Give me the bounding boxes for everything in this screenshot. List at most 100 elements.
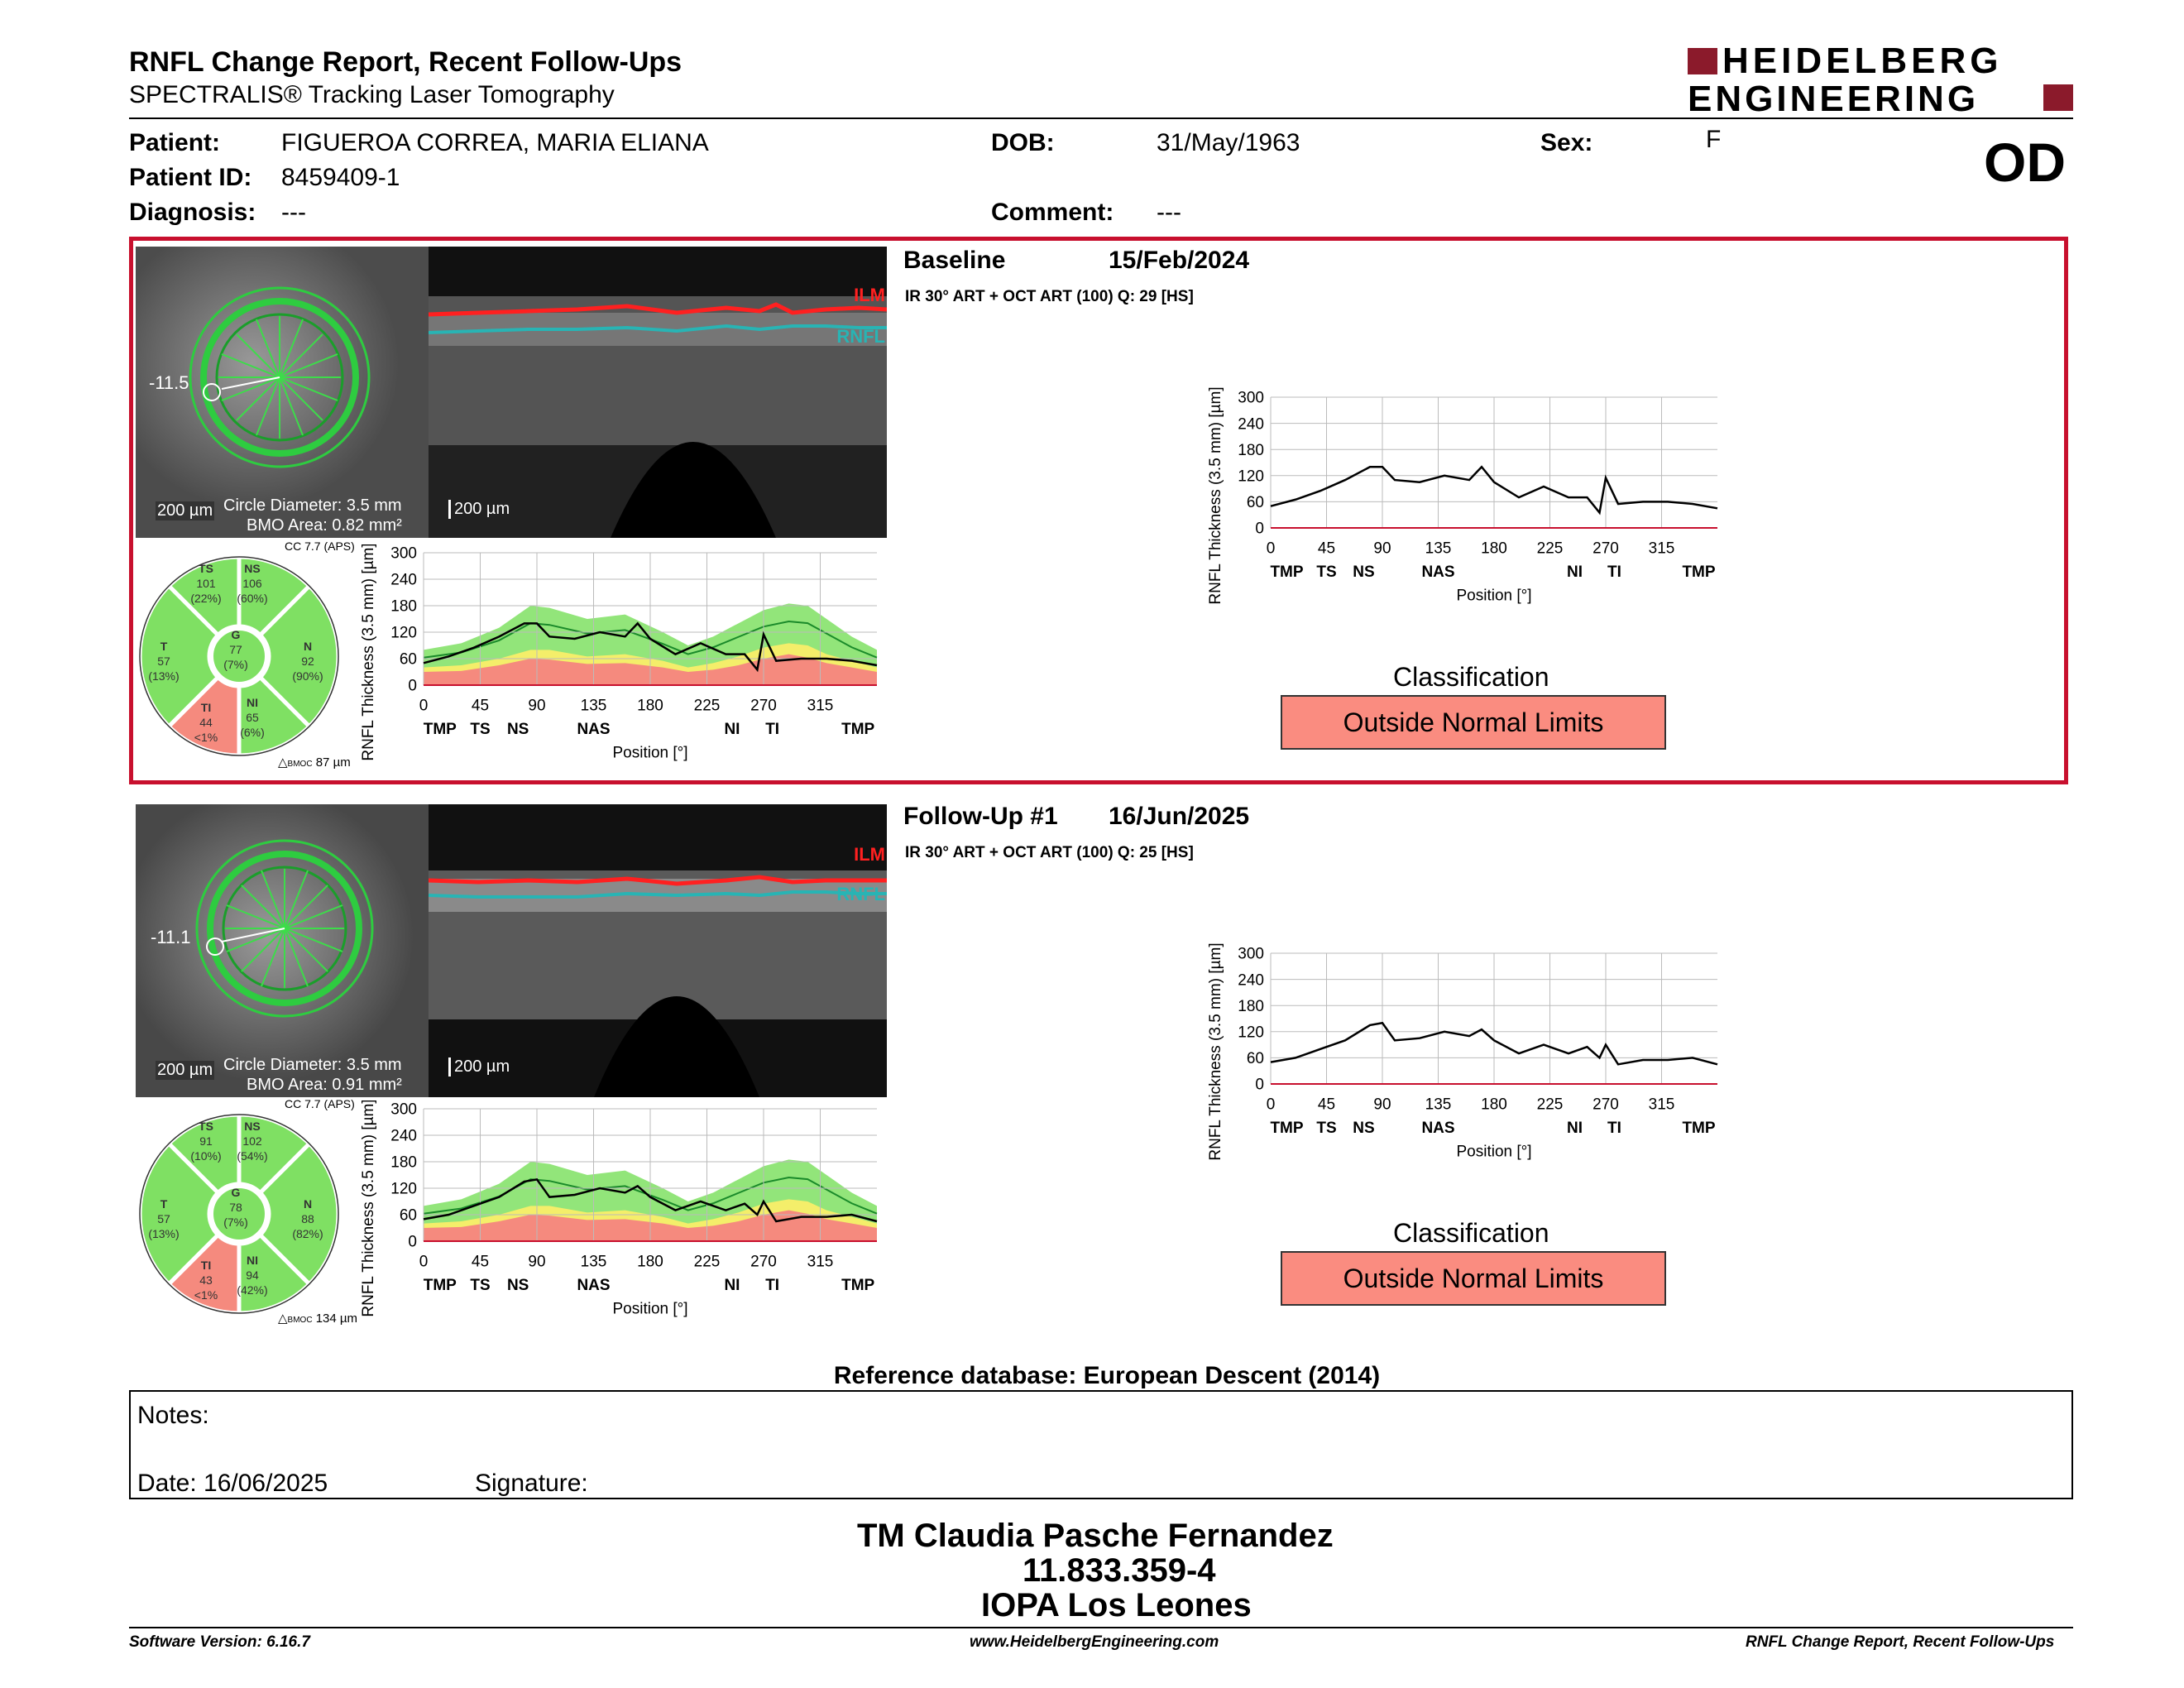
sex-label: Sex: bbox=[1540, 129, 1593, 156]
region-label: NI bbox=[1567, 1120, 1583, 1137]
exam-date: 16/Jun/2025 bbox=[1109, 803, 1250, 830]
sector-label-g: (7%) bbox=[223, 1216, 248, 1229]
x-axis-label: Position [°] bbox=[1456, 587, 1531, 604]
sector-label-ni: 94 bbox=[246, 1268, 259, 1282]
sector-label-g: (7%) bbox=[223, 658, 248, 671]
x-tick-label: 270 bbox=[1592, 1096, 1619, 1113]
region-label: NAS bbox=[577, 721, 610, 738]
y-tick-label: 240 bbox=[1238, 971, 1264, 989]
x-tick-label: 270 bbox=[750, 697, 777, 714]
y-tick-label: 60 bbox=[400, 651, 417, 669]
sector-label-n: (90%) bbox=[292, 669, 323, 683]
x-tick-label: 0 bbox=[419, 697, 429, 714]
circle-diameter: Circle Diameter: 3.5 mm bbox=[223, 1056, 402, 1074]
sector-label-ns: 102 bbox=[242, 1134, 262, 1148]
brand-line1: HEIDELBERG bbox=[1722, 41, 2003, 81]
header-divider bbox=[129, 117, 2073, 119]
bmoc-label: △BMOC 87 µm bbox=[278, 755, 351, 770]
patient-id: 8459409-1 bbox=[281, 164, 400, 191]
rnfl-thickness-line bbox=[1270, 1021, 1718, 1066]
y-tick-label: 120 bbox=[390, 625, 417, 642]
bmoc-label: △BMOC 134 µm bbox=[278, 1312, 358, 1326]
sector-label-ts: 91 bbox=[199, 1134, 213, 1148]
y-tick-label: 60 bbox=[1247, 494, 1264, 511]
oct-bscan: ILM RNFL 200 µm bbox=[428, 247, 888, 538]
x-tick-label: 90 bbox=[528, 1253, 545, 1270]
y-axis-label: RNFL Thickness (3.5 mm) [µm] bbox=[1207, 942, 1224, 1160]
bmoc-prefix: BMOC bbox=[287, 1316, 313, 1325]
exam-protocol: IR 30° ART + OCT ART (100) Q: 25 [HS] bbox=[905, 844, 1194, 861]
y-tick-label: 60 bbox=[1247, 1050, 1264, 1067]
sector-label-ns: NS bbox=[244, 562, 260, 575]
oct-bscan-graphic bbox=[428, 296, 888, 538]
region-label: NAS bbox=[1421, 563, 1454, 581]
sector-label-n: 88 bbox=[301, 1212, 314, 1225]
region-label: NS bbox=[507, 1277, 529, 1294]
x-tick-label: 135 bbox=[581, 697, 607, 714]
dob-label: DOB: bbox=[991, 129, 1055, 156]
signer-name: TM Claudia Pasche Fernandez bbox=[857, 1518, 1334, 1554]
x-tick-label: 135 bbox=[581, 1253, 607, 1270]
y-tick-label: 180 bbox=[390, 1154, 417, 1172]
sector-label-ni: 65 bbox=[246, 711, 259, 724]
sector-label-ts: 101 bbox=[196, 577, 216, 590]
y-tick-label: 300 bbox=[390, 1101, 417, 1119]
x-tick-label: 45 bbox=[472, 697, 489, 714]
notes-box[interactable]: Notes: Date: 16/06/2025 Signature: bbox=[129, 1390, 2073, 1499]
sector-label-t: (13%) bbox=[148, 669, 179, 683]
sector-label-t: 57 bbox=[157, 655, 170, 668]
rnfl-profile-chart-baseline: 0 60 120 180 240 300 0 45 90 135 180 225 270 315 TMP TS… bbox=[1207, 386, 1718, 605]
oct-scale: 200 µm bbox=[448, 500, 510, 519]
rnfl-thickness-line bbox=[423, 1177, 878, 1223]
x-tick-label: 180 bbox=[637, 1253, 663, 1270]
sector-wheel-baseline: TS 101 (22%) NS 106 (60%) T 57(13%) G 77 (7%) N 92(9… bbox=[137, 554, 341, 758]
region-label: TMP bbox=[1270, 563, 1303, 581]
footer-report-name: RNFL Change Report, Recent Follow-Ups bbox=[1746, 1633, 2055, 1651]
signature-label: Signature: bbox=[475, 1470, 588, 1497]
diagnosis-value: --- bbox=[281, 199, 306, 226]
sex-value: F bbox=[1706, 126, 1722, 153]
x-tick-label: 0 bbox=[1267, 539, 1276, 557]
x-tick-label: 45 bbox=[1318, 539, 1335, 557]
sector-outline bbox=[139, 1114, 339, 1314]
region-label: TS bbox=[1316, 563, 1336, 581]
exam-name: Baseline bbox=[903, 247, 1006, 274]
sector-label-ts: TS bbox=[199, 1120, 213, 1133]
region-label: TMP bbox=[841, 1277, 874, 1294]
sector-label-n: 92 bbox=[301, 655, 314, 668]
sector-label-ts: TS bbox=[199, 562, 213, 575]
region-label: NI bbox=[724, 721, 740, 738]
region-label: NI bbox=[1567, 563, 1583, 581]
region-label: TMP bbox=[1270, 1120, 1303, 1137]
circle-diameter: Circle Diameter: 3.5 mm bbox=[223, 496, 402, 515]
x-tick-label: 180 bbox=[1481, 1096, 1507, 1113]
y-axis-label: RNFL Thickness (3.5 mm) [µm] bbox=[1207, 386, 1224, 604]
y-tick-label: 300 bbox=[1238, 390, 1264, 407]
sector-label-ns: (60%) bbox=[237, 592, 267, 605]
report-subtitle: SPECTRALIS® Tracking Laser Tomography bbox=[129, 81, 615, 108]
y-axis-label: RNFL Thickness (3.5 mm) [µm] bbox=[360, 544, 377, 761]
brand-logo: HEIDELBERG ENGINEERING bbox=[1688, 41, 2075, 117]
y-axis-label: RNFL Thickness (3.5 mm) [µm] bbox=[360, 1101, 377, 1317]
exam-date: 15/Feb/2024 bbox=[1109, 247, 1250, 274]
sector-label-g: G bbox=[232, 1186, 241, 1199]
fundus-overlay bbox=[136, 804, 429, 1097]
rnfl-profile-chart-followup: 0 60 120 180 240 300 0 45 90 135 180 225 270 315 TMP TS… bbox=[1207, 942, 1718, 1161]
normative-mean-line bbox=[423, 621, 878, 659]
patient-label: Patient: bbox=[129, 129, 221, 156]
sector-cc: CC 7.7 (APS) bbox=[285, 539, 355, 553]
y-tick-label: 60 bbox=[400, 1207, 417, 1225]
x-tick-label: 315 bbox=[1649, 539, 1675, 557]
x-tick-label: 90 bbox=[1373, 539, 1391, 557]
fundus-image: -11.1 200 µm Circle Diameter: 3.5 mm BMO… bbox=[136, 804, 429, 1097]
website-link[interactable]: www.HeidelbergEngineering.com bbox=[970, 1633, 1219, 1651]
y-tick-label: 120 bbox=[1238, 468, 1264, 485]
sector-g bbox=[210, 627, 268, 685]
y-tick-label: 300 bbox=[390, 545, 417, 563]
fundus-scale: 200 µm bbox=[156, 501, 215, 520]
exam-protocol: IR 30° ART + OCT ART (100) Q: 29 [HS] bbox=[905, 288, 1194, 305]
region-label: NS bbox=[1353, 1120, 1374, 1137]
classification-result: Outside Normal Limits bbox=[1281, 695, 1666, 750]
sector-label-ni: NI bbox=[247, 1254, 258, 1267]
sector-outline bbox=[139, 556, 339, 756]
